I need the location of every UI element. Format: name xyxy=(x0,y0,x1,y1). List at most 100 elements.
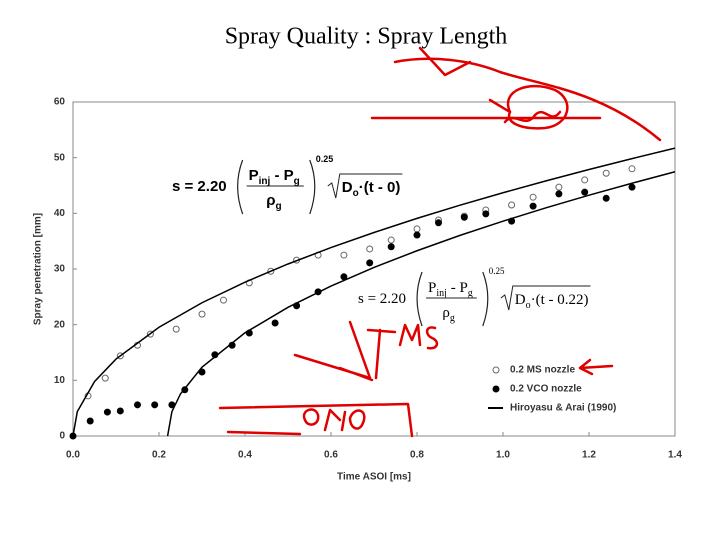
exponent: 0.25 xyxy=(316,154,334,164)
data-point xyxy=(581,188,589,196)
equation-part: o xyxy=(353,188,359,199)
y-tick-label: 60 xyxy=(54,97,66,108)
model-curve xyxy=(166,171,676,437)
legend-swatch xyxy=(492,366,500,374)
equation-part: inj xyxy=(259,176,271,187)
data-point xyxy=(340,251,348,259)
equation-lhs: s = 2.20 xyxy=(358,291,406,307)
data-point xyxy=(628,165,636,173)
data-point xyxy=(602,194,610,202)
equation-part: g xyxy=(294,176,300,187)
exponent: 0.25 xyxy=(489,266,505,276)
ink-stroke xyxy=(293,320,382,382)
data-point xyxy=(103,408,111,416)
equation-part: ρ xyxy=(266,192,275,209)
data-point xyxy=(220,296,227,304)
legend-swatch xyxy=(492,385,500,393)
ink-stroke xyxy=(218,402,414,438)
y-tick-label: 10 xyxy=(54,375,66,386)
data-point xyxy=(116,407,124,415)
y-tick-label: 0 xyxy=(59,431,65,442)
y-tick-label: 50 xyxy=(54,152,66,163)
equation-part: o xyxy=(526,300,531,311)
ink-stroke xyxy=(506,84,569,130)
data-point xyxy=(387,243,395,251)
x-tick-label: 0.6 xyxy=(324,450,338,461)
data-point xyxy=(387,236,395,244)
paren xyxy=(237,159,244,215)
data-point xyxy=(435,219,442,227)
numerator: Pinj - Pg xyxy=(249,167,300,187)
y-tick-label: 40 xyxy=(54,208,66,219)
data-point xyxy=(413,231,421,239)
denominator: ρg xyxy=(266,192,281,212)
paren xyxy=(416,271,423,327)
paren xyxy=(309,159,316,215)
x-tick-label: 1.4 xyxy=(668,450,682,461)
x-axis-label: Time ASOI [ms] xyxy=(337,472,411,483)
equation-part: D xyxy=(342,179,353,196)
numerator: Pinj - Pg xyxy=(428,280,473,299)
data-point xyxy=(555,183,563,191)
data-point xyxy=(134,401,141,409)
equation-part: D xyxy=(515,292,526,308)
root-body: Do·(t - 0.22) xyxy=(515,292,589,311)
x-tick-label: 0.4 xyxy=(238,450,252,461)
data-point xyxy=(86,417,94,425)
ink-stroke xyxy=(418,46,472,77)
y-tick-label: 30 xyxy=(54,264,66,275)
equation-part: g xyxy=(468,288,473,299)
equation-part: g xyxy=(275,201,281,212)
data-point xyxy=(602,169,610,177)
slide-title: Spray Quality : Spray Length xyxy=(225,24,508,50)
equation-part: ·(t - 0.22) xyxy=(531,292,589,308)
data-point xyxy=(413,225,421,233)
data-point xyxy=(482,210,490,218)
equation-lhs: s = 2.20 xyxy=(172,178,227,195)
x-tick-label: 1.2 xyxy=(582,450,596,461)
equation-part: P xyxy=(249,167,259,184)
x-tick-label: 0.8 xyxy=(410,450,424,461)
legend-label: 0.2 MS nozzle xyxy=(510,365,575,376)
x-tick-label: 0.2 xyxy=(152,450,166,461)
data-point xyxy=(271,319,279,327)
equation-part: P xyxy=(428,280,436,296)
root-body: Do·(t - 0) xyxy=(342,179,401,199)
radical xyxy=(500,285,591,311)
equation-part: ρ xyxy=(442,305,450,321)
equation-part: - P xyxy=(447,280,468,296)
data-point xyxy=(628,183,636,191)
ink-stroke xyxy=(366,323,439,350)
data-point xyxy=(172,325,180,333)
data-point xyxy=(366,245,374,253)
ink-stroke xyxy=(578,358,614,376)
data-point xyxy=(508,201,516,209)
x-tick-label: 1.0 xyxy=(496,450,510,461)
ink-stroke xyxy=(488,98,562,124)
equation-part: - P xyxy=(270,167,293,184)
legend-label: Hiroyasu & Arai (1990) xyxy=(510,403,616,414)
ink-stroke xyxy=(302,408,366,432)
radical xyxy=(327,173,403,199)
equation-part: ·(t - 0) xyxy=(359,179,401,196)
x-tick-label: 0.0 xyxy=(66,450,80,461)
legend-label: 0.2 VCO nozzle xyxy=(510,384,582,395)
denominator: ρg xyxy=(442,305,455,324)
y-axis-label: Spray penetration [mm] xyxy=(33,213,44,325)
data-point xyxy=(555,190,563,198)
equation-part: g xyxy=(450,313,455,324)
paren xyxy=(482,271,489,327)
data-point xyxy=(529,202,537,210)
equation-part: inj xyxy=(436,288,447,299)
data-point xyxy=(581,176,589,184)
data-point xyxy=(366,259,374,267)
ink-annotations xyxy=(218,46,662,438)
data-point xyxy=(198,310,206,318)
data-point xyxy=(101,374,109,382)
y-tick-label: 20 xyxy=(54,319,66,330)
data-point xyxy=(460,213,468,221)
